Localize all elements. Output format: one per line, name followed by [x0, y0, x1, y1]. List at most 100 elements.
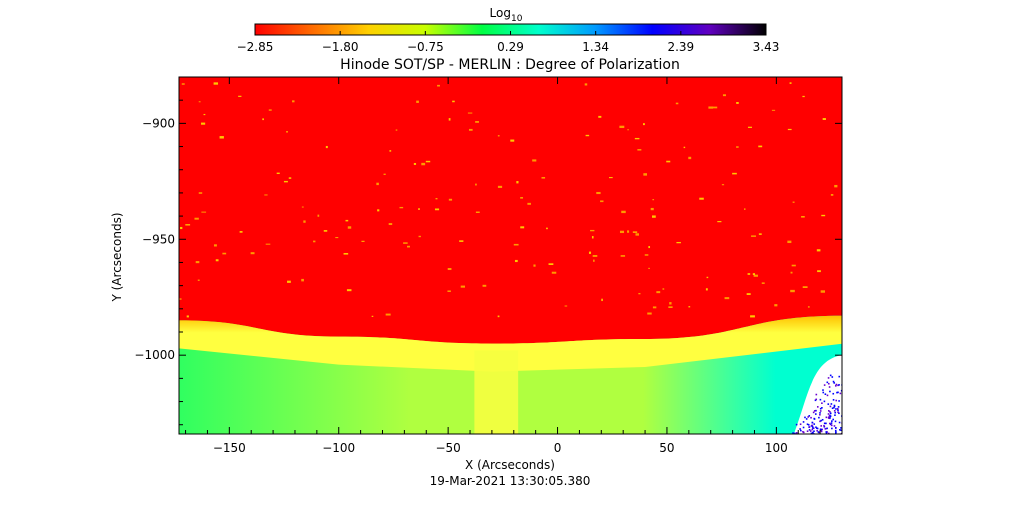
speckle — [514, 259, 518, 263]
colorbar-tick-label: −2.85 — [237, 40, 274, 54]
speckle — [303, 220, 306, 223]
noise-dot — [826, 431, 828, 433]
speckle — [708, 106, 714, 109]
speckle — [201, 122, 206, 125]
speckle — [821, 214, 826, 217]
x-tick-label: −150 — [213, 441, 246, 455]
speckle — [219, 136, 224, 139]
speckle — [194, 217, 199, 220]
speckle — [584, 83, 588, 86]
plot-area — [179, 77, 842, 434]
noise-dot — [804, 416, 806, 419]
noise-dot — [834, 429, 837, 432]
speckle — [460, 285, 465, 288]
speckle — [201, 211, 207, 213]
noise-dot — [821, 402, 823, 404]
speckle — [250, 252, 255, 255]
speckle — [601, 298, 603, 302]
speckle — [706, 276, 709, 279]
noise-dot — [812, 432, 814, 434]
speckle — [283, 180, 288, 183]
noise-dot — [829, 414, 831, 417]
speckle — [186, 315, 189, 318]
speckle — [722, 94, 726, 97]
noise-dot — [829, 411, 831, 413]
noise-dot — [833, 404, 836, 407]
noise-dot — [836, 407, 839, 410]
y-tick-label: −900 — [142, 116, 175, 130]
speckle — [389, 150, 392, 152]
x-tick-label: 50 — [659, 441, 674, 455]
noise-dot — [820, 430, 823, 433]
noise-dot — [839, 428, 841, 431]
noise-dot — [825, 431, 828, 433]
noise-dot — [800, 429, 802, 432]
speckle — [459, 240, 464, 242]
speckle — [532, 159, 537, 162]
speckle — [181, 83, 185, 85]
speckle — [732, 172, 737, 175]
x-tick-label: −100 — [322, 441, 355, 455]
speckle — [642, 123, 645, 126]
noise-dot — [833, 406, 835, 409]
noise-dot — [819, 410, 822, 412]
noise-dot — [816, 429, 818, 432]
noise-dot — [808, 429, 811, 431]
speckle — [468, 128, 473, 131]
speckle — [475, 121, 479, 123]
speckle — [747, 126, 752, 128]
noise-dot — [832, 418, 834, 421]
speckle — [644, 254, 649, 256]
speckle — [627, 230, 630, 233]
speckle — [647, 312, 652, 315]
noise-dot — [836, 391, 838, 394]
speckle — [301, 206, 304, 208]
noise-dot — [820, 428, 823, 431]
noise-dot — [815, 426, 817, 429]
speckle — [317, 214, 320, 217]
speckle — [497, 315, 500, 318]
noise-dot — [811, 421, 814, 424]
noise-dot — [810, 416, 812, 419]
noise-dot — [812, 411, 815, 414]
speckle — [790, 271, 793, 274]
speckle — [276, 172, 280, 175]
noise-dot — [829, 390, 831, 393]
noise-dot — [822, 391, 825, 394]
speckle — [750, 315, 755, 318]
noise-dot — [810, 432, 813, 434]
speckle — [585, 134, 590, 137]
noise-dot — [807, 416, 810, 418]
speckle — [634, 137, 640, 140]
speckle — [548, 263, 554, 266]
speckle — [418, 235, 421, 238]
speckle — [621, 210, 626, 214]
speckle — [746, 293, 751, 295]
speckle — [600, 200, 604, 203]
noise-dot — [838, 384, 840, 386]
noise-dot — [832, 380, 835, 383]
speckle — [388, 223, 393, 226]
speckle — [447, 290, 451, 292]
speckle — [643, 173, 648, 176]
speckle — [361, 240, 365, 242]
speckle — [467, 112, 473, 114]
speckle — [652, 215, 656, 218]
speckle — [448, 198, 453, 201]
speckle — [406, 245, 410, 248]
speckle — [752, 273, 756, 275]
noise-dot — [835, 408, 837, 410]
speckle — [638, 292, 641, 295]
speckle — [588, 251, 592, 254]
noise-dot — [826, 394, 829, 397]
noise-dot — [829, 423, 832, 426]
noise-dot — [811, 428, 814, 431]
noise-dot — [813, 430, 815, 433]
noise-dot — [827, 377, 830, 379]
x-axis-label: X (Arcseconds) — [465, 458, 555, 472]
speckle — [758, 145, 763, 148]
speckle — [705, 288, 708, 291]
speckle — [222, 252, 227, 255]
speckle — [513, 243, 519, 246]
